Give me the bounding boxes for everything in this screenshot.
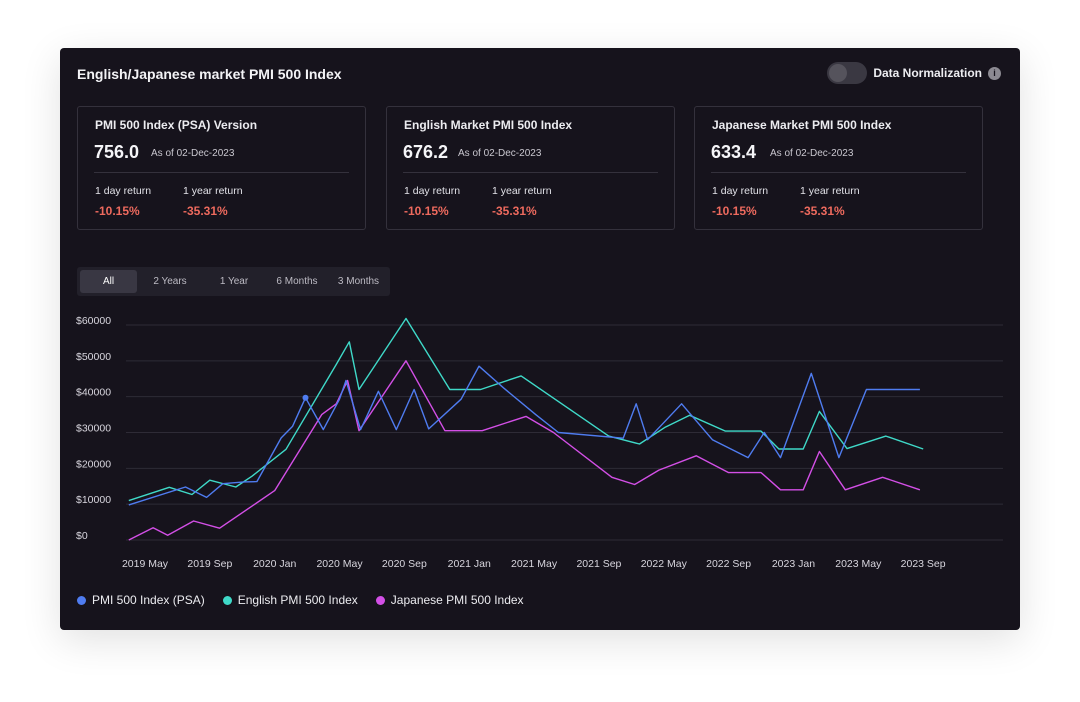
- tab-all[interactable]: All: [80, 270, 137, 293]
- stat-as-of: As of 02-Dec-2023: [458, 148, 542, 159]
- y-tick-label: $60000: [76, 315, 111, 327]
- x-tick-label: 2020 Jan: [253, 558, 296, 570]
- y-tick-label: $30000: [76, 423, 111, 435]
- stat-card-english: English Market PMI 500 Index 676.2 As of…: [386, 106, 675, 230]
- stat-value: 756.0: [94, 142, 140, 162]
- day-return-value: -10.15%: [404, 204, 449, 218]
- y-tick-label: $40000: [76, 387, 111, 399]
- day-return-label: 1 day return: [95, 185, 152, 197]
- x-tick-label: 2021 May: [511, 558, 558, 570]
- toggle-knob: [829, 64, 848, 82]
- stat-value: 676.2: [403, 142, 449, 162]
- legend-dot-english: [222, 595, 232, 605]
- line-chart: $0 $10000 $20000 $30000 $40000 $50000 $60000 2…: [76, 315, 1003, 570]
- stat-title: PMI 500 Index (PSA) Version: [95, 118, 258, 132]
- tab-6-months[interactable]: 6 Months: [276, 276, 318, 287]
- tab-1-year[interactable]: 1 Year: [219, 276, 249, 287]
- x-tick-label: 2023 Jan: [772, 558, 815, 570]
- x-tick-label: 2022 Sep: [706, 558, 751, 570]
- legend-item-english[interactable]: English PMI 500 Index: [222, 593, 358, 607]
- series-line-japanese: [128, 360, 921, 541]
- x-tick-label: 2020 Sep: [382, 558, 427, 570]
- y-tick-label: $10000: [76, 494, 111, 506]
- stat-title: Japanese Market PMI 500 Index: [712, 118, 892, 132]
- legend-item-japanese[interactable]: Japanese PMI 500 Index: [375, 593, 524, 607]
- legend-label: PMI 500 Index (PSA): [92, 593, 205, 607]
- index-chart-card: English/Japanese market PMI 500 Index Da…: [60, 48, 1020, 630]
- y-tick-label: $20000: [76, 458, 111, 470]
- x-tick-label: 2023 May: [835, 558, 882, 570]
- year-return-value: -35.31%: [183, 204, 228, 218]
- divider: [94, 172, 349, 173]
- x-tick-label: 2020 May: [316, 558, 363, 570]
- x-tick-label: 2019 May: [122, 558, 169, 570]
- stat-value: 633.4: [711, 142, 757, 162]
- time-range-tabs: All 2 Years 1 Year 6 Months 3 Months: [77, 267, 390, 296]
- x-tick-label: 2019 Sep: [187, 558, 232, 570]
- year-return-label: 1 year return: [492, 185, 552, 197]
- legend-item-psa[interactable]: PMI 500 Index (PSA): [77, 593, 205, 607]
- data-normalization-label: Data Normalization: [873, 66, 982, 80]
- x-tick-label: 2021 Jan: [448, 558, 491, 570]
- x-tick-label: 2021 Sep: [576, 558, 621, 570]
- x-tick-label: 2022 May: [641, 558, 688, 570]
- legend-label: Japanese PMI 500 Index: [390, 593, 524, 607]
- divider: [711, 172, 966, 173]
- stat-title: English Market PMI 500 Index: [404, 118, 573, 132]
- tab-2-years[interactable]: 2 Years: [153, 276, 187, 287]
- data-normalization-control: Data Normalization i: [827, 62, 1001, 84]
- legend-dot-japanese: [375, 595, 385, 605]
- info-icon[interactable]: i: [988, 66, 1001, 80]
- legend-label: English PMI 500 Index: [237, 593, 358, 607]
- day-return-value: -10.15%: [712, 204, 757, 218]
- day-return-value: -10.15%: [95, 204, 140, 218]
- legend-dot-psa: [77, 595, 86, 605]
- tab-3-months[interactable]: 3 Months: [337, 276, 380, 287]
- series-line-english: [128, 317, 924, 502]
- chart-legend: PMI 500 Index (PSA) English PMI 500 Inde…: [77, 593, 542, 607]
- data-normalization-toggle[interactable]: [827, 62, 868, 84]
- divider: [403, 172, 658, 173]
- day-return-label: 1 day return: [712, 185, 769, 197]
- year-return-label: 1 year return: [183, 185, 243, 197]
- data-point-marker: [302, 394, 309, 401]
- y-tick-label: $50000: [76, 351, 111, 363]
- stat-card-japanese: Japanese Market PMI 500 Index 633.4 As o…: [694, 106, 983, 230]
- year-return-value: -35.31%: [800, 204, 845, 218]
- stat-card-psa: PMI 500 Index (PSA) Version 756.0 As of …: [77, 106, 366, 230]
- day-return-label: 1 day return: [404, 185, 461, 197]
- x-tick-label: 2023 Sep: [901, 558, 946, 570]
- y-tick-label: $0: [76, 530, 88, 542]
- series-line-psa: [128, 365, 920, 506]
- year-return-value: -35.31%: [492, 204, 537, 218]
- year-return-label: 1 year return: [800, 185, 860, 197]
- stat-as-of: As of 02-Dec-2023: [770, 148, 854, 159]
- page-title: English/Japanese market PMI 500 Index: [77, 66, 342, 82]
- stat-as-of: As of 02-Dec-2023: [151, 148, 235, 159]
